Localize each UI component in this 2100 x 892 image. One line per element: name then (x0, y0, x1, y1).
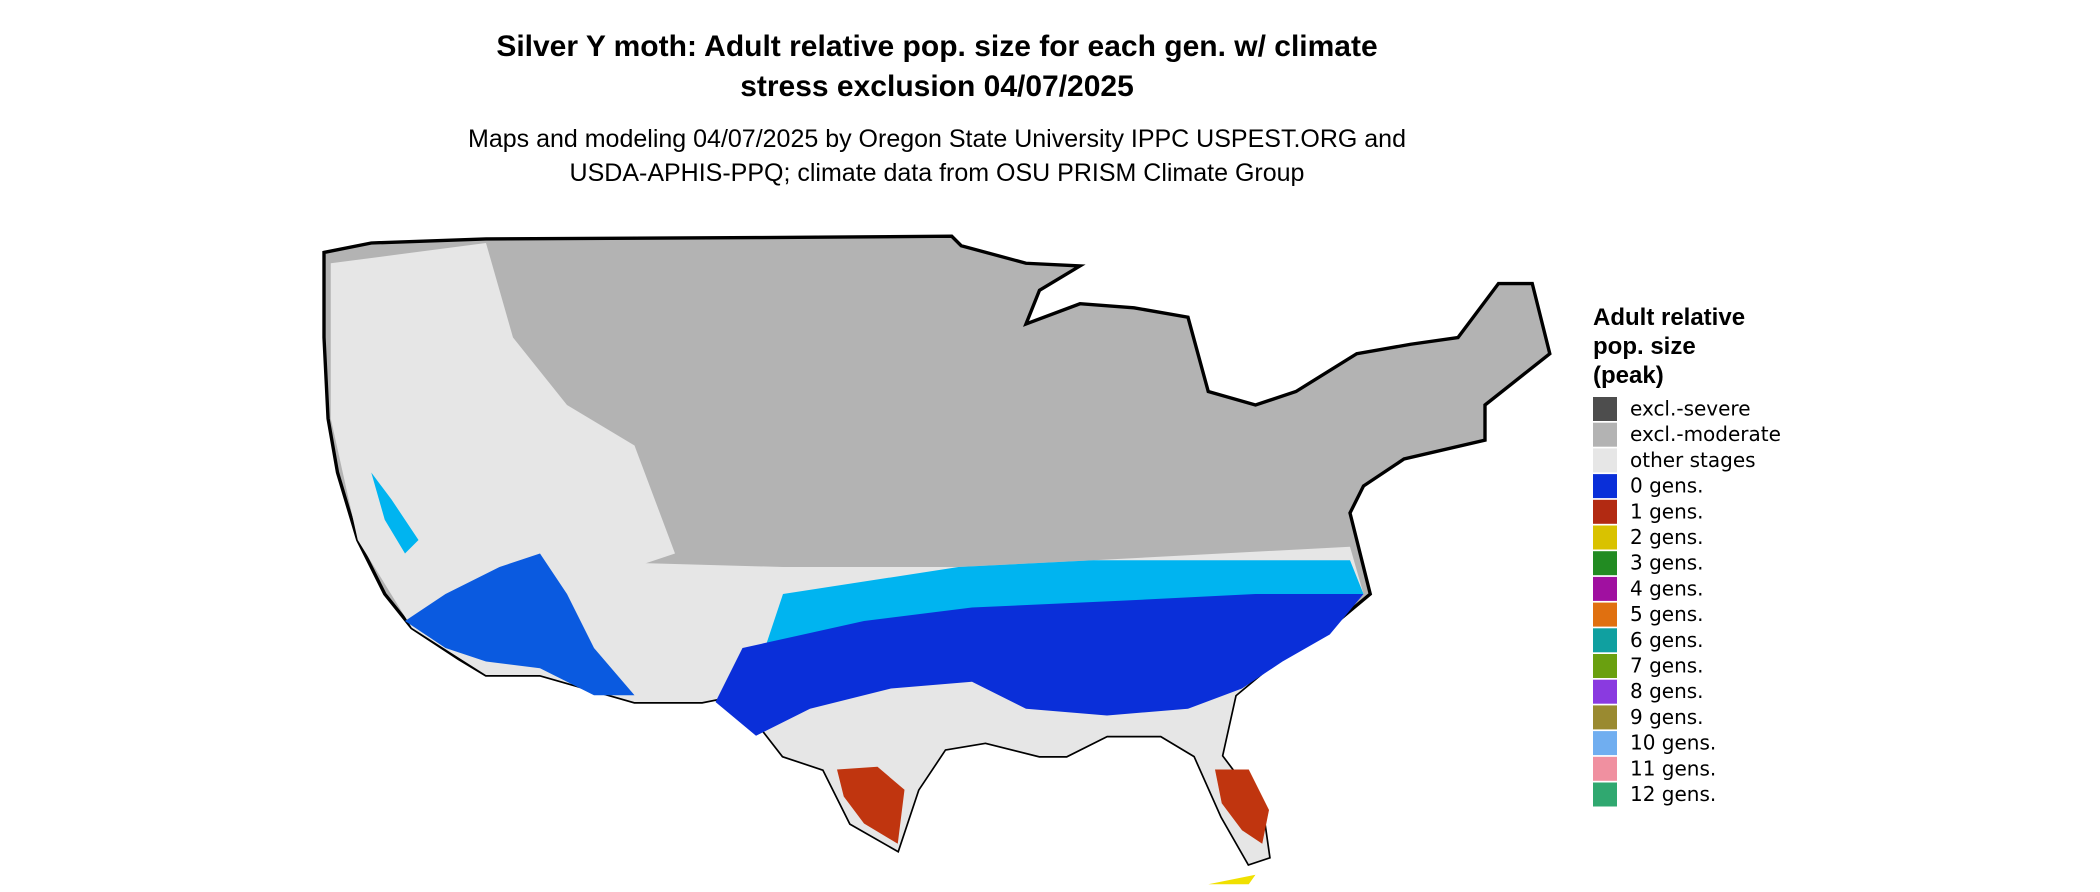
legend-label: 6 gens. (1630, 628, 1704, 652)
subtitle-line: Maps and modeling 04/07/2025 by Oregon S… (468, 125, 1406, 153)
legend-swatch (1593, 782, 1617, 807)
tx-red (837, 766, 905, 844)
legend-label: 7 gens. (1630, 654, 1704, 678)
legend-swatch (1593, 731, 1617, 756)
legend-swatch (1593, 397, 1617, 421)
fl-red (1215, 769, 1269, 844)
legend-label: 12 gens. (1630, 782, 1716, 806)
subtitle-line: USDA-APHIS-PPQ; climate data from OSU PR… (570, 159, 1305, 187)
legend-swatch (1593, 654, 1617, 678)
legend-swatch (1593, 705, 1617, 730)
legend-label: 10 gens. (1630, 731, 1716, 755)
legend-label: 11 gens. (1630, 756, 1716, 780)
map (322, 234, 1552, 885)
legend-label: 2 gens. (1630, 525, 1704, 549)
keys-yellow (1208, 874, 1256, 885)
sw-blue (405, 553, 635, 696)
legend-label: 0 gens. (1630, 474, 1704, 498)
legend-label: excl.-moderate (1630, 422, 1781, 446)
legend-label: 5 gens. (1630, 602, 1704, 626)
blue-band (715, 594, 1364, 736)
legend-title: Adult relative (1593, 304, 1745, 331)
legend-title: (peak) (1593, 362, 1664, 389)
title-line: stress exclusion 04/07/2025 (740, 70, 1134, 103)
legend-title: pop. size (1593, 333, 1696, 360)
legend-swatch (1593, 602, 1617, 627)
legend-swatch (1593, 679, 1617, 704)
legend-swatch (1593, 525, 1617, 550)
legend-label: 4 gens. (1630, 576, 1704, 600)
legend-swatch (1593, 756, 1617, 781)
legend-label: 3 gens. (1630, 551, 1704, 575)
legend-swatch (1593, 628, 1617, 653)
legend-swatch (1593, 422, 1617, 447)
legend-label: other stages (1630, 448, 1756, 472)
legend-label: excl.-severe (1630, 397, 1751, 421)
title-line: Silver Y moth: Adult relative pop. size … (496, 30, 1377, 63)
ca-light-blue (371, 472, 419, 554)
legend-swatch (1593, 499, 1617, 524)
legend-label: 1 gens. (1630, 499, 1704, 523)
legend-label: 9 gens. (1630, 705, 1704, 729)
legend-swatch (1593, 474, 1617, 499)
legend-swatch (1593, 576, 1617, 601)
legend-swatch (1593, 551, 1617, 576)
legend-swatch (1593, 448, 1617, 473)
legend-label: 8 gens. (1630, 679, 1704, 703)
